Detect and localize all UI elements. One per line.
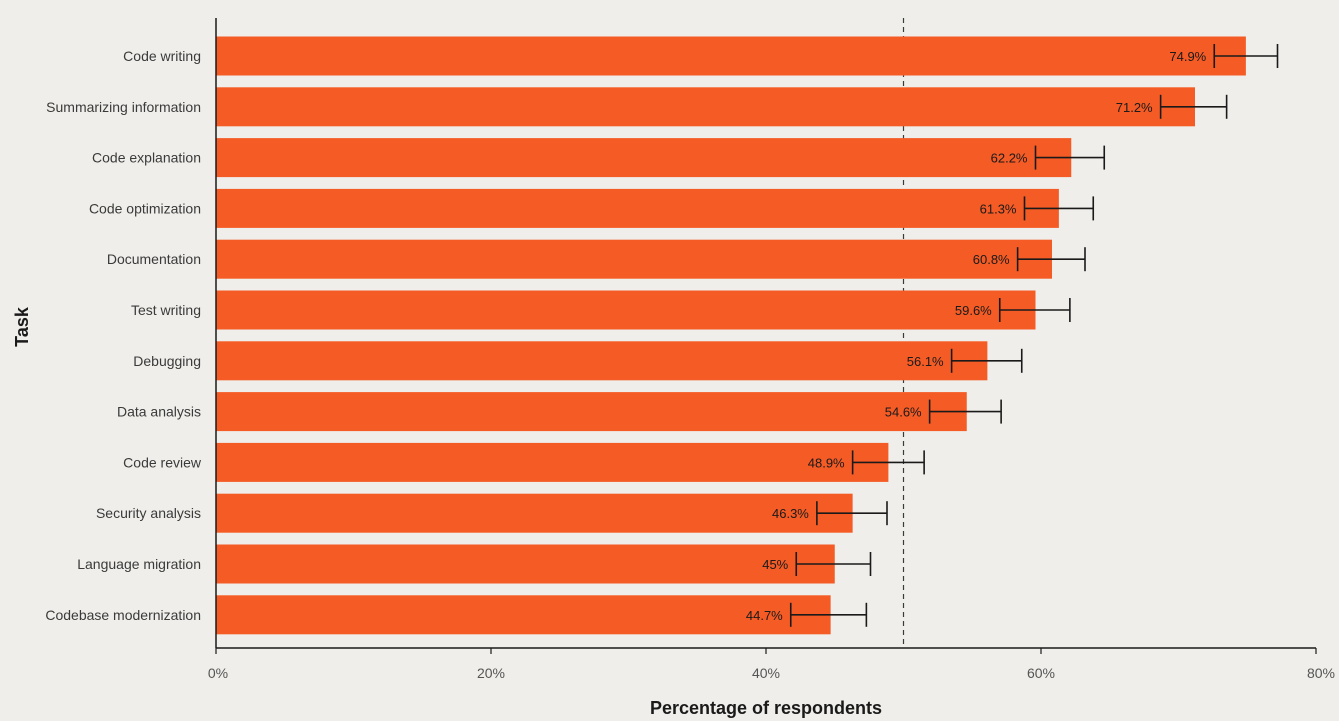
bar [216,341,988,381]
bar [216,493,853,533]
error-bar [928,399,1002,424]
x-tick-label: 80% [1307,665,1335,681]
value-label: 44.7% [746,608,783,623]
error-bar [998,298,1071,322]
error-bar [816,501,888,526]
bar [216,239,1052,279]
error-bar [789,602,868,627]
bar [216,138,1072,178]
x-axis-title: Percentage of respondents [650,698,882,718]
error-bar [1016,247,1086,272]
value-label: 54.6% [885,405,922,420]
value-label: 45% [762,557,788,572]
category-label: Code writing [123,48,201,64]
category-label: Language migration [77,556,201,572]
bar [216,442,889,482]
category-label: Code optimization [89,200,201,216]
category-label: Code review [123,454,202,470]
bar [216,87,1195,127]
category-label: Code explanation [92,150,201,166]
category-label: Security analysis [96,505,201,521]
value-label: 59.6% [955,303,992,318]
value-label: 61.3% [980,201,1017,216]
bar [216,36,1246,76]
error-bar [1159,94,1228,119]
bar [216,290,1036,330]
category-label: Test writing [131,302,201,318]
value-label: 74.9% [1169,49,1206,64]
value-label: 60.8% [973,252,1010,267]
category-label: Summarizing information [46,99,201,115]
error-bar [851,450,925,475]
x-tick-label: 0% [208,665,228,681]
value-label: 46.3% [772,506,809,521]
category-label: Documentation [107,251,201,267]
x-tick-label: 60% [1027,665,1055,681]
error-bar [950,348,1023,373]
error-bar [1034,145,1106,170]
x-tick-label: 40% [752,665,780,681]
bar [216,544,835,584]
value-label: 62.2% [991,151,1028,166]
category-label: Codebase modernization [45,607,201,623]
bar [216,188,1059,228]
bar [216,595,831,635]
category-label: Data analysis [117,404,201,420]
x-tick-label: 20% [477,665,505,681]
error-bar [1213,44,1279,68]
bar [216,392,967,432]
error-bar [1023,196,1095,221]
value-label: 56.1% [907,354,944,369]
value-label: 71.2% [1116,100,1153,115]
y-axis-title: Task [12,306,32,347]
error-bar [795,552,872,576]
category-label: Debugging [133,353,201,369]
value-label: 48.9% [808,455,845,470]
